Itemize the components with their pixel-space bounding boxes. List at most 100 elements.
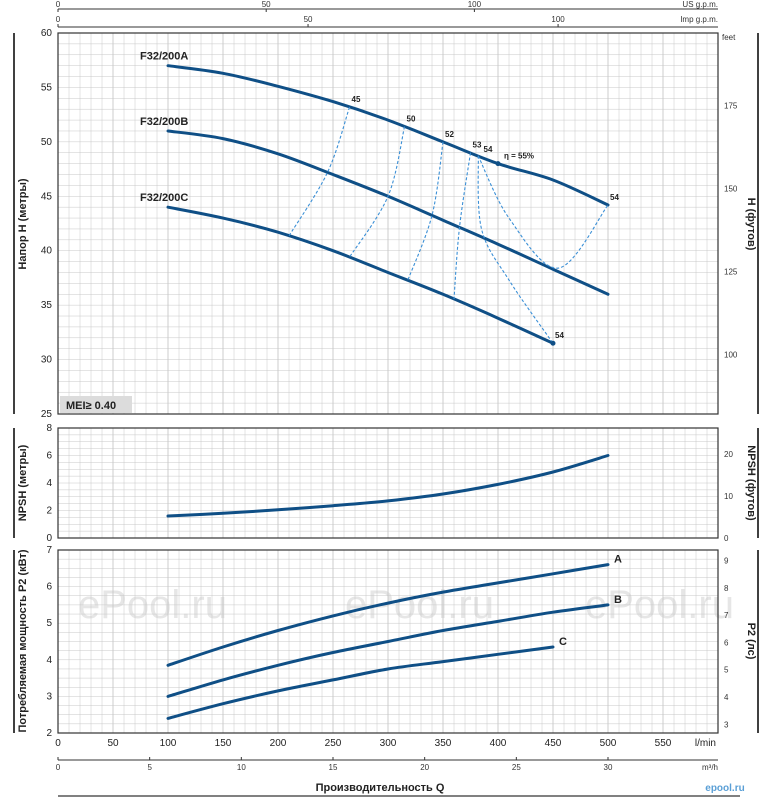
x-tick-150: 150 — [215, 738, 232, 749]
head-ytick-35: 35 — [41, 300, 53, 311]
x2-tick-30: 30 — [604, 763, 613, 772]
x2-tick-0: 0 — [56, 763, 61, 772]
power-ytick-2: 2 — [46, 728, 52, 739]
curve-0-F32/200A — [166, 64, 610, 207]
efficiency-curve-54-left — [477, 155, 554, 344]
power-hptick-5: 5 — [724, 666, 729, 675]
curves — [166, 64, 610, 720]
efficiency-label-0: 45 — [352, 95, 361, 104]
power-ytick-4: 4 — [46, 655, 52, 666]
efficiency-label-2: 52 — [445, 130, 454, 139]
x-tick-50: 50 — [107, 738, 119, 749]
power-curve-label-2: C — [559, 636, 567, 648]
head-curve-label-0: F32/200A — [140, 51, 188, 63]
head-ftick-150: 150 — [724, 184, 738, 193]
epool-logo: epool.ru — [705, 783, 744, 794]
power-ylabel-right: P2 (лс) — [745, 623, 757, 660]
head-ytick-55: 55 — [41, 82, 53, 93]
efficiency-label-6: 54 — [610, 193, 619, 202]
efficiency-curve-1 — [349, 126, 406, 258]
imp-tick-100: 100 — [551, 15, 565, 24]
power-ytick-3: 3 — [46, 691, 52, 702]
efficiency-label-3: 53 — [473, 141, 482, 150]
npsh-ytick-8: 8 — [46, 423, 52, 434]
power-curve-label-0: A — [614, 554, 622, 566]
x-tick-500: 500 — [600, 738, 617, 749]
ticks: 2530354045505560100125150175feet02468010… — [41, 0, 738, 772]
head-ytick-30: 30 — [41, 355, 53, 366]
curve-1-0 — [166, 454, 610, 518]
head-curve-label-1: F32/200B — [140, 116, 188, 128]
curve-2-B — [166, 603, 610, 698]
power-ytick-7: 7 — [46, 545, 52, 556]
x-tick-300: 300 — [380, 738, 397, 749]
x-tick-100: 100 — [160, 738, 177, 749]
x-tick-0: 0 — [55, 738, 61, 749]
curve-0-F32/200C — [166, 205, 555, 345]
x-tick-450: 450 — [545, 738, 562, 749]
panel-frame-0 — [57, 32, 719, 415]
grids — [57, 32, 719, 734]
npsh-ytick-6: 6 — [46, 451, 52, 462]
x-tick-250: 250 — [325, 738, 342, 749]
head-ytick-45: 45 — [41, 191, 53, 202]
imp-tick-0: 0 — [56, 15, 61, 24]
npsh-ytick-0: 0 — [46, 533, 52, 544]
head-ytick-60: 60 — [41, 28, 53, 39]
npsh-ytick-2: 2 — [46, 506, 52, 517]
x-tick-200: 200 — [270, 738, 287, 749]
imp-unit: Imp g.p.m. — [680, 15, 718, 24]
x2-tick-10: 10 — [237, 763, 246, 772]
x2-tick-20: 20 — [420, 763, 429, 772]
efficiency-label-1: 50 — [407, 115, 416, 124]
power-curve-label-1: B — [614, 594, 622, 606]
efficiency-curve-2 — [407, 141, 444, 281]
x-unit: l/min — [695, 738, 716, 749]
us-tick-100: 100 — [468, 0, 482, 9]
frames — [13, 8, 759, 797]
power-ylabel: Потребляемая мощность P2 (кВт) — [17, 549, 29, 732]
head-ytick-50: 50 — [41, 137, 53, 148]
power-ytick-5: 5 — [46, 618, 52, 629]
power-ytick-6: 6 — [46, 582, 52, 593]
npsh-ftick-10: 10 — [724, 492, 733, 501]
head-ytick-40: 40 — [41, 246, 53, 257]
us-tick-50: 50 — [262, 0, 271, 9]
x-tick-550: 550 — [655, 738, 672, 749]
head-ftick-175: 175 — [724, 101, 738, 110]
panel-frame-2 — [57, 549, 719, 734]
efficiency-label-7: 54 — [555, 331, 564, 340]
imp-tick-50: 50 — [304, 15, 313, 24]
curve-2-C — [166, 645, 555, 720]
power-hptick-9: 9 — [724, 557, 729, 566]
us-unit: US g.p.m. — [682, 0, 718, 9]
power-hptick-8: 8 — [724, 584, 729, 593]
power-hptick-4: 4 — [724, 693, 729, 702]
head-ytick-25: 25 — [41, 409, 53, 420]
curve-c-end-point — [550, 340, 556, 346]
power-hptick-7: 7 — [724, 611, 729, 620]
power-hptick-3: 3 — [724, 720, 729, 729]
mei-text: MEI≥ 0.40 — [66, 400, 116, 412]
npsh-ftick-20: 20 — [724, 450, 733, 459]
efficiency-label-5: η = 55% — [504, 152, 534, 161]
power-hptick-6: 6 — [724, 638, 729, 647]
efficiency-curve-3 — [453, 152, 472, 300]
head-ylabel-right: H (футов) — [745, 198, 757, 251]
x2-unit: m³/h — [702, 763, 718, 772]
head-ftick-100: 100 — [724, 350, 738, 359]
x-tick-400: 400 — [490, 738, 507, 749]
x-tick-350: 350 — [435, 738, 452, 749]
efficiency-label-4: 54 — [484, 145, 493, 154]
panel-frame-1 — [57, 427, 719, 539]
mei-annotation: MEI≥ 0.40 — [60, 396, 132, 413]
x-axis-label: Производительность Q — [316, 782, 445, 794]
efficiency-curve-54-right — [477, 155, 609, 269]
mei-badge — [60, 396, 132, 413]
us-tick-0: 0 — [56, 0, 61, 9]
head-ftick-125: 125 — [724, 267, 738, 276]
curve-2-A — [166, 563, 610, 667]
x2-tick-15: 15 — [329, 763, 338, 772]
